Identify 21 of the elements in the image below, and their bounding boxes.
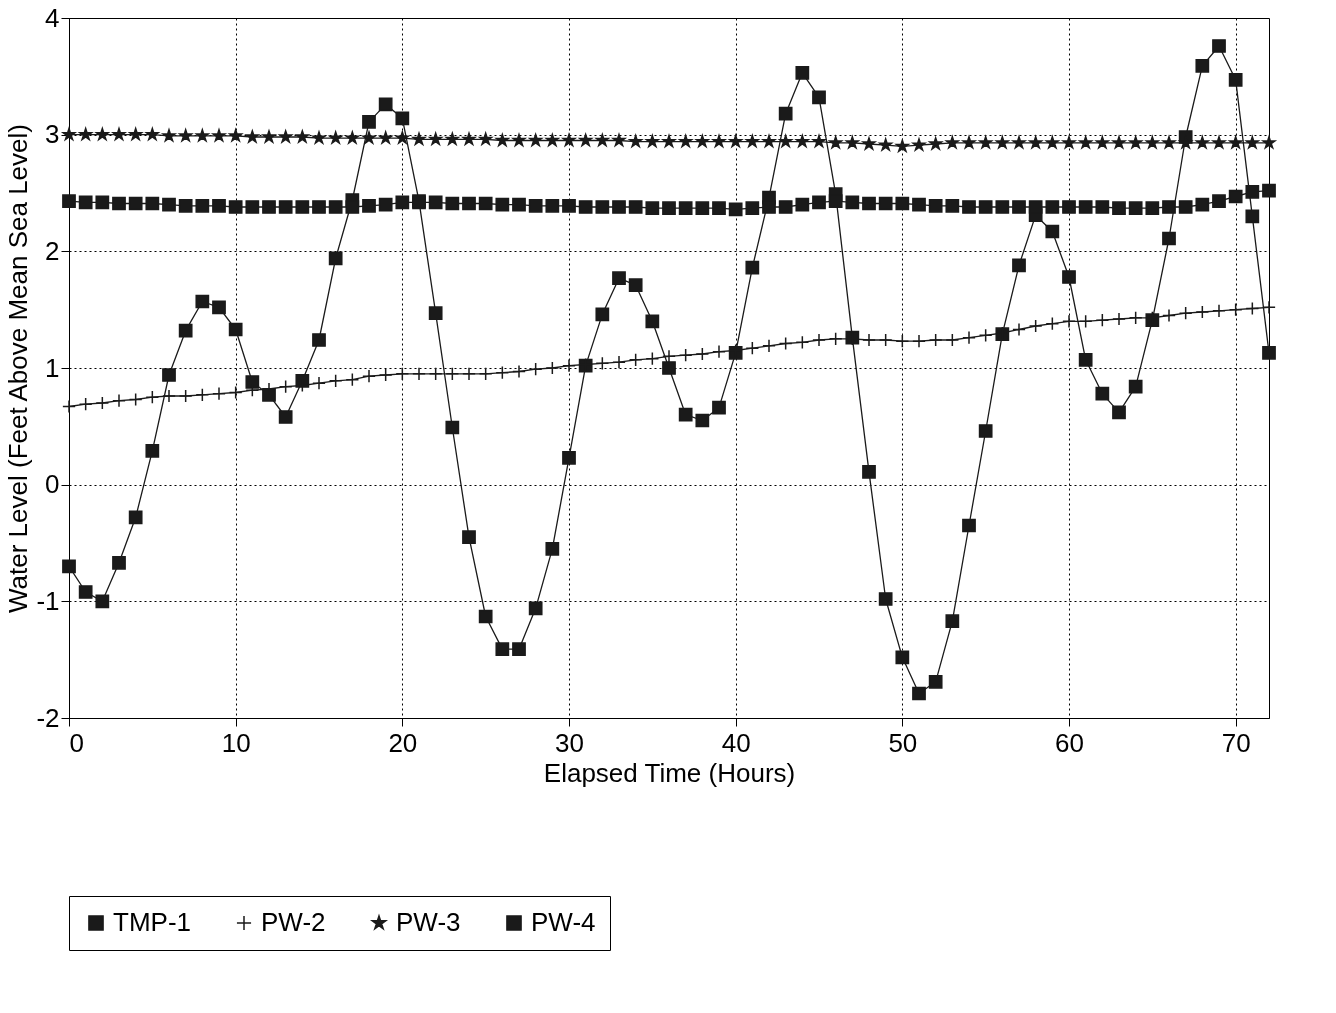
x-tick-label: 50: [888, 727, 918, 758]
legend-label: PW-3: [396, 907, 461, 937]
x-tick-label: 20: [388, 727, 418, 758]
y-tick-label: -2: [36, 702, 60, 733]
x-tick-label: 60: [1055, 727, 1084, 758]
legend-label: PW-4: [531, 907, 596, 937]
y-axis-title: Water Level (Feet Above Mean Sea Level): [3, 124, 34, 613]
x-axis-title: Elapsed Time (Hours): [543, 757, 796, 788]
legend-label: TMP-1: [113, 907, 191, 937]
y-tick-label: 2: [45, 235, 60, 266]
y-tick-label: 4: [45, 2, 60, 33]
y-tick-label: 0: [45, 469, 60, 500]
y-tick-label: 1: [45, 352, 60, 383]
x-tick-label: 70: [1221, 727, 1251, 758]
x-tick-label: 40: [721, 727, 751, 758]
x-tick-label: 30: [555, 727, 584, 758]
y-tick-label: 3: [45, 119, 60, 150]
y-tick-label: -1: [36, 585, 60, 616]
x-tick-label: 10: [221, 727, 251, 758]
x-tick-label: 0: [69, 727, 84, 758]
legend-label: PW-2: [261, 907, 326, 937]
